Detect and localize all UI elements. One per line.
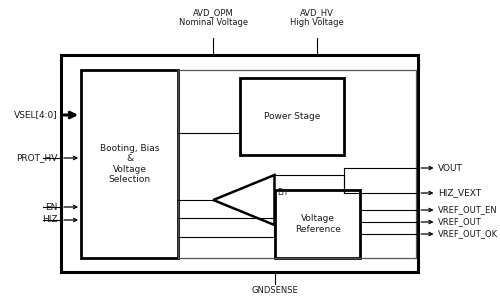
Text: VREF_OUT_EN: VREF_OUT_EN: [438, 206, 498, 215]
Bar: [240, 78, 344, 155]
Text: VREF_OUT: VREF_OUT: [438, 218, 482, 226]
Text: AVD_HV
High Voltage: AVD_HV High Voltage: [290, 8, 344, 28]
Text: Booting, Bias
&
Voltage
Selection: Booting, Bias & Voltage Selection: [100, 144, 160, 184]
Text: Voltage
Reference: Voltage Reference: [294, 214, 341, 234]
Bar: [61, 55, 418, 272]
Text: AVD_OPM
Nominal Voltage: AVD_OPM Nominal Voltage: [178, 8, 248, 28]
Bar: [178, 70, 416, 258]
Text: VOUT: VOUT: [438, 163, 463, 173]
Text: EN: EN: [45, 203, 58, 211]
Text: Power Stage: Power Stage: [264, 112, 320, 121]
Text: HIZ: HIZ: [42, 215, 58, 225]
Bar: [81, 70, 178, 258]
Text: VSEL[4:0]: VSEL[4:0]: [14, 110, 58, 120]
Text: GNDSENSE: GNDSENSE: [252, 286, 298, 295]
Text: VREF_OUT_OK: VREF_OUT_OK: [438, 230, 498, 238]
Text: Err: Err: [277, 188, 288, 197]
Text: HIZ_VEXT: HIZ_VEXT: [438, 188, 482, 197]
Bar: [276, 190, 360, 258]
Text: PROT_HV: PROT_HV: [16, 154, 58, 162]
